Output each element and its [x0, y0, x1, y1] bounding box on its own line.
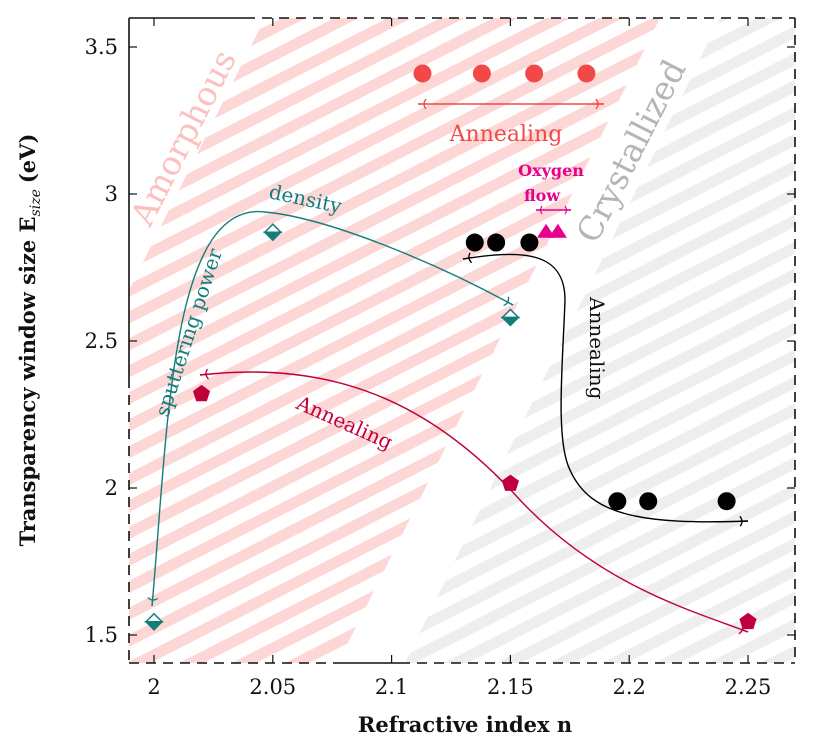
- red-circles-point: [413, 64, 432, 83]
- flow-label: flow: [524, 186, 561, 205]
- red-circles-point: [472, 64, 491, 83]
- y-tick-label: 2: [105, 476, 118, 500]
- y-tick-label: 2.5: [85, 329, 118, 353]
- tick-labels: 2 2.05 2.1 2.15 2.2 2.25 1.5 2 2.5 3 3.5: [85, 35, 772, 699]
- black-circles-bottom-point: [608, 492, 627, 511]
- x-tick-label: 2.1: [375, 675, 408, 699]
- crimson-pentagons-point: [193, 384, 211, 402]
- oxygen-label: Oxygen: [518, 161, 584, 180]
- x-tick-label: 2.25: [725, 675, 772, 699]
- annealing-red-label: Annealing: [449, 122, 563, 147]
- crimson-pentagons-point: [501, 474, 519, 491]
- teal-diamonds-point: [144, 612, 164, 631]
- y-tick-label: 1.5: [85, 623, 118, 647]
- x-tick-label: 2.05: [249, 675, 296, 699]
- teal-diamonds-point: [262, 223, 283, 242]
- black-curve: [462, 252, 749, 527]
- red-circles-point: [525, 64, 544, 83]
- red-circles-point: [577, 64, 596, 83]
- y-tick-label: 3: [105, 182, 118, 206]
- x-tick-label: 2: [147, 675, 160, 699]
- magenta-triangles-point: [537, 223, 556, 238]
- y-tick-label: 3.5: [85, 35, 118, 59]
- y-axis-title-main: Transparency window size E: [15, 216, 40, 546]
- x-tick-label: 2.15: [487, 675, 534, 699]
- x-axis-title: Refractive index n: [358, 712, 572, 737]
- region-layer: [129, 18, 795, 663]
- teal-curve: [147, 211, 514, 607]
- arrows-layer: [147, 98, 749, 635]
- black-circles-bottom-point: [717, 492, 736, 511]
- annealing-black-label: Annealing: [585, 296, 609, 400]
- magenta-triangles-point: [548, 223, 567, 238]
- y-axis-title-sub: size: [28, 189, 44, 216]
- black-circles-top-point: [520, 233, 539, 252]
- axis-ticks: [129, 18, 795, 663]
- plot-frame: [128, 17, 796, 664]
- black-circles-bottom-point: [639, 492, 658, 511]
- x-tick-label: 2.2: [612, 675, 645, 699]
- y-axis-title: Transparency window size Esize (eV): [15, 134, 44, 547]
- teal-diamonds-point: [500, 308, 521, 327]
- y-axis-title-unit: (eV): [15, 134, 40, 184]
- crimson-pentagons-point: [739, 612, 757, 630]
- black-circles-top-point: [487, 233, 506, 252]
- markers-layer: [144, 64, 757, 631]
- black-circles-top-point: [465, 233, 484, 252]
